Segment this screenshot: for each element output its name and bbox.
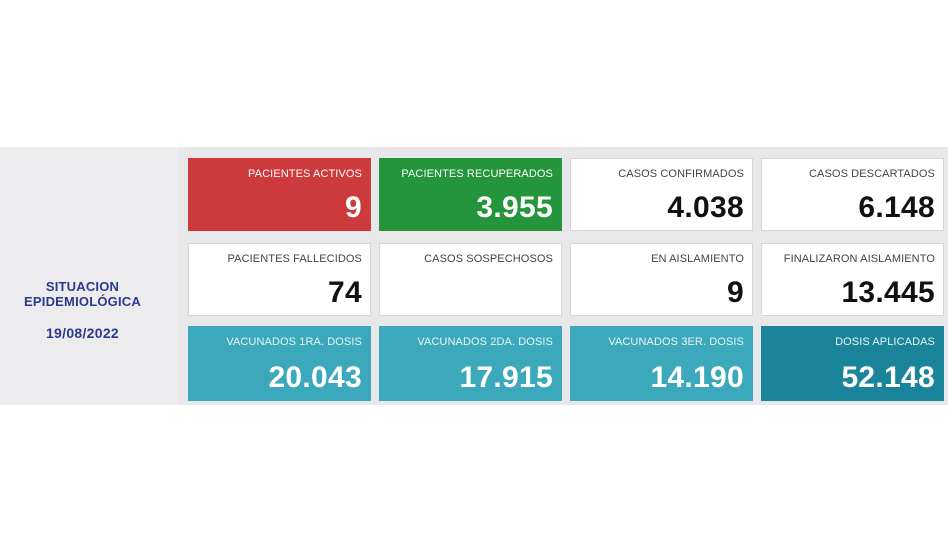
card-vacunados-1ra-dosis: VACUNADOS 1RA. DOSIS 20.043	[188, 326, 371, 401]
report-date: 19/08/2022	[45, 325, 120, 341]
card-label: EN AISLAMIENTO	[651, 253, 744, 265]
card-casos-sospechosos: CASOS SOSPECHOSOS	[379, 243, 562, 316]
card-label: CASOS DESCARTADOS	[809, 168, 935, 180]
card-value: 14.190	[650, 361, 744, 394]
card-label: PACIENTES ACTIVOS	[248, 168, 362, 180]
card-value: 4.038	[667, 191, 744, 224]
card-label: VACUNADOS 1RA. DOSIS	[226, 336, 362, 348]
card-casos-descartados: CASOS DESCARTADOS 6.148	[761, 158, 944, 231]
card-value: 74	[328, 276, 362, 309]
card-value: 52.148	[841, 361, 935, 394]
card-label: CASOS CONFIRMADOS	[618, 168, 744, 180]
card-label: PACIENTES FALLECIDOS	[227, 253, 362, 265]
card-value: 6.148	[858, 191, 935, 224]
card-label: VACUNADOS 2DA. DOSIS	[417, 336, 553, 348]
card-finalizaron-aislamiento: FINALIZARON AISLAMIENTO 13.445	[761, 243, 944, 316]
card-label: FINALIZARON AISLAMIENTO	[783, 253, 935, 265]
card-label: PACIENTES RECUPERADOS	[401, 168, 553, 180]
card-label: DOSIS APLICADAS	[835, 336, 935, 348]
card-label: CASOS SOSPECHOSOS	[424, 253, 553, 265]
card-value: 17.915	[459, 361, 553, 394]
card-dosis-aplicadas: DOSIS APLICADAS 52.148	[761, 326, 944, 401]
card-value: 20.043	[268, 361, 362, 394]
card-pacientes-recuperados: PACIENTES RECUPERADOS 3.955	[379, 158, 562, 231]
card-pacientes-activos: PACIENTES ACTIVOS 9	[188, 158, 371, 231]
card-pacientes-fallecidos: PACIENTES FALLECIDOS 74	[188, 243, 371, 316]
side-panel	[0, 147, 178, 405]
card-value: 9	[727, 276, 744, 309]
card-en-aislamiento: EN AISLAMIENTO 9	[570, 243, 753, 316]
card-value: 9	[345, 191, 362, 224]
card-label: VACUNADOS 3ER. DOSIS	[608, 336, 744, 348]
card-value: 3.955	[476, 191, 553, 224]
card-casos-confirmados: CASOS CONFIRMADOS 4.038	[570, 158, 753, 231]
card-value: 13.445	[841, 276, 935, 309]
card-vacunados-3er-dosis: VACUNADOS 3ER. DOSIS 14.190	[570, 326, 753, 401]
card-vacunados-2da-dosis: VACUNADOS 2DA. DOSIS 17.915	[379, 326, 562, 401]
section-title: SITUACION EPIDEMIOLÓGICA	[24, 279, 141, 309]
